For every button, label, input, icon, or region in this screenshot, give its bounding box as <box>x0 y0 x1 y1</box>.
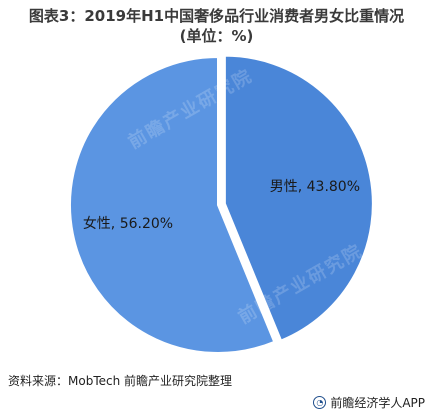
brand-footer: ◔ 前瞻经济学人APP <box>313 394 425 411</box>
pie-slice-1 <box>223 54 374 342</box>
chart-title-unit: (单位：%) <box>179 27 254 45</box>
brand-text: 前瞻经济学人APP <box>330 396 425 410</box>
pie-slice-label-2: 女性, 56.20% <box>83 215 173 232</box>
pie-slice-2 <box>69 55 276 354</box>
chart-title-line1: 图表3：2019年H1中国奢侈品行业消费者男女比重情况 <box>28 7 405 25</box>
pie-slice-label-1: 男性, 43.80% <box>270 179 360 195</box>
source-note: 资料来源：MobTech 前瞻产业研究院整理 <box>8 374 233 388</box>
qianzhan-logo-icon: ◔ <box>313 396 327 409</box>
chart-title: 图表3：2019年H1中国奢侈品行业消费者男女比重情况 (单位：%) <box>0 6 433 46</box>
